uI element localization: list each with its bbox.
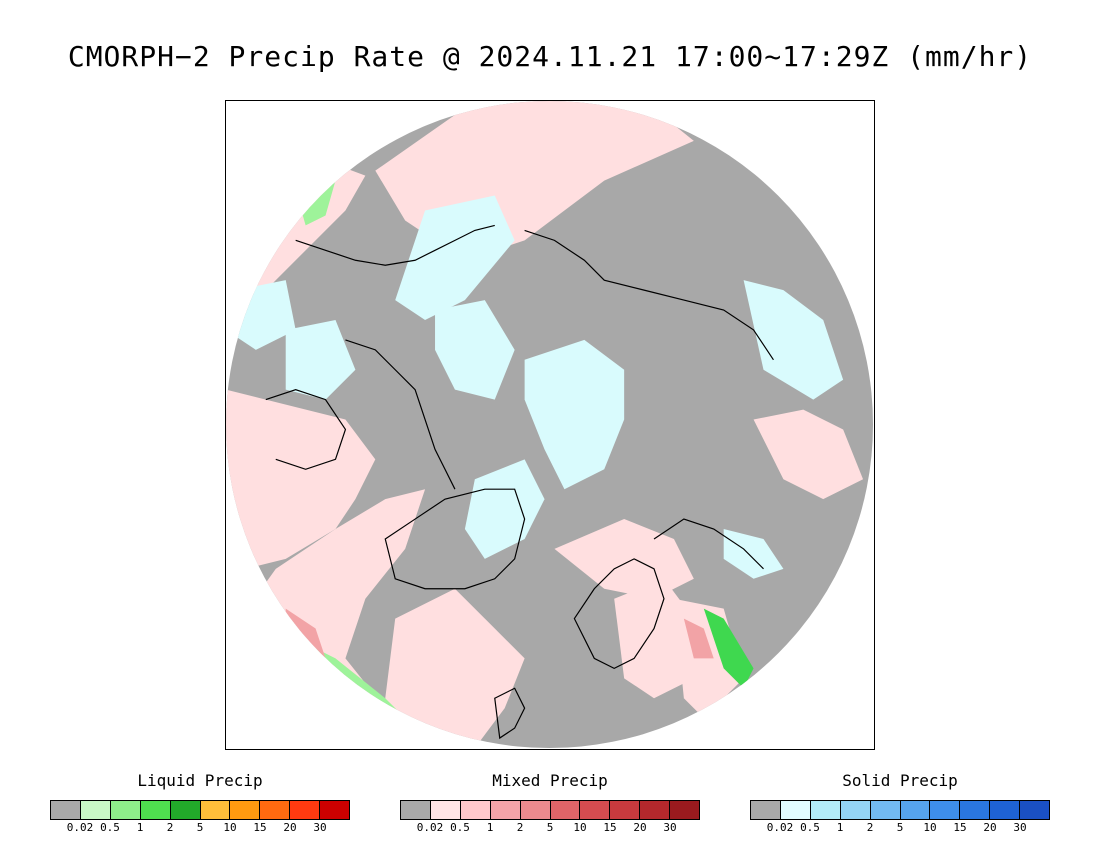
mixed-legend-swatch [490,801,521,819]
legend-tick-label: 1 [836,821,844,834]
solid-legend-colorbar [750,800,1050,820]
coastline-russia-north [653,518,764,570]
legend-tick-label: 15 [603,821,617,834]
mixed-legend-swatch [520,801,551,819]
liquid-legend-ticks: 0.02 0.5 1 2 5 10 15 20 30 [50,821,350,835]
mixed-legend-swatch [550,801,581,819]
coastline-uk [494,687,526,740]
legend-tick-label: 0.5 [100,821,120,834]
coastline-canada-arctic [345,339,456,490]
legend-tick-label: 10 [223,821,237,834]
liquid-legend-swatch [51,801,81,819]
liquid-legend-swatch [140,801,171,819]
legend-tick-label: 1 [486,821,494,834]
coastline-alaska [295,224,495,266]
mixed-precip-region-north-atlantic [385,588,525,748]
liquid-legend-colorbar [50,800,350,820]
solid-precip-region-greenland [464,459,545,559]
mixed-legend-swatch [401,801,431,819]
solid-legend-swatch [840,801,871,819]
solid-legend-swatch [990,801,1021,819]
coastline-hudson [265,389,347,470]
coastline-siberia [524,229,774,361]
solid-legend-swatch [900,801,931,819]
legend-tick-label: 30 [1013,821,1027,834]
legend-tick-label: 0.5 [450,821,470,834]
legend-tick-label: 30 [663,821,677,834]
solid-precip-region-bering [395,195,515,320]
mixed-legend-swatch [580,801,611,819]
mixed-precip-patch-russia [683,618,714,659]
solid-legend-swatch [870,801,901,819]
solid-precip-region-beaufort [435,300,515,400]
mixed-legend-title: Mixed Precip [492,771,608,790]
solid-legend-swatch [960,801,991,819]
mixed-legend-swatch [430,801,461,819]
mixed-precip-region-barents [554,519,694,599]
coastlines [265,224,774,740]
legend-tick-label: 0.02 [416,821,444,834]
legend-tick-label: 10 [573,821,587,834]
liquid-legend-swatch [170,801,201,819]
coastline-greenland [384,488,526,590]
mixed-legend-swatch [640,801,671,819]
legend-tick-label: 20 [633,821,647,834]
mixed-precip-region-alaska-edge [245,160,366,301]
legend-tick-label: 0.02 [66,821,94,834]
solid-precip-region-hudson [285,319,356,400]
legend-tick-label: 10 [923,821,937,834]
liquid-legend-swatch [200,801,231,819]
map-title: CMORPH−2 Precip Rate @ 2024.11.21 17:00~… [67,40,1033,73]
mixed-legend-ticks: 0.02 0.5 1 2 5 10 15 20 30 [400,821,700,835]
coastline-scandinavia [573,558,665,670]
legend-tick-label: 1 [136,821,144,834]
mixed-legend-swatch [670,801,700,819]
solid-legend-swatch [780,801,811,819]
legend-tick-label: 2 [166,821,174,834]
solid-precip-region-pole [524,339,625,490]
liquid-legend-swatch [320,801,350,819]
solid-legend-ticks: 0.02 0.5 1 2 5 10 15 20 30 [750,821,1050,835]
legend-tick-label: 0.5 [800,821,820,834]
mixed-precip-region-east-siberia [753,409,864,500]
solid-legend-title: Solid Precip [842,771,958,790]
liquid-precip-legend: Liquid Precip 0.02 0.5 1 2 5 10 15 20 30 [50,770,350,835]
legend-tick-label: 20 [283,821,297,834]
solid-precip-legend: Solid Precip 0.02 0.5 1 2 5 10 15 20 30 [750,770,1050,835]
mixed-precip-region-canada [226,389,376,569]
mixed-legend-swatch [610,801,641,819]
legend-tick-label: 2 [866,821,874,834]
legend-tick-label: 15 [253,821,267,834]
legend-tick-label: 5 [546,821,554,834]
legend-tick-label: 30 [313,821,327,834]
liquid-legend-swatch [110,801,141,819]
legend-tick-label: 2 [516,821,524,834]
liquid-legend-swatch [230,801,261,819]
liquid-legend-swatch [290,801,321,819]
legend-tick-label: 5 [896,821,904,834]
liquid-legend-title: Liquid Precip [137,771,263,790]
solid-legend-swatch [810,801,841,819]
mixed-legend-swatch [460,801,491,819]
liquid-precip-region-black-sea [703,608,754,689]
solid-precip-region-siberia-east [743,280,844,400]
solid-precip-region-kara [723,529,784,579]
legend-tick-label: 5 [196,821,204,834]
map-frame [225,100,875,750]
solid-legend-swatch [930,801,961,819]
polar-precip-map [226,101,873,748]
liquid-legend-swatch [260,801,291,819]
solid-legend-swatch [1020,801,1050,819]
legend-tick-label: 0.02 [766,821,794,834]
liquid-legend-swatch [80,801,111,819]
legend-tick-label: 15 [953,821,967,834]
mixed-precip-legend: Mixed Precip 0.02 0.5 1 2 5 10 15 20 30 [400,770,700,835]
solid-legend-swatch [751,801,781,819]
mixed-legend-colorbar [400,800,700,820]
legend-tick-label: 20 [983,821,997,834]
mixed-precip-region-scandinavia [614,578,694,699]
